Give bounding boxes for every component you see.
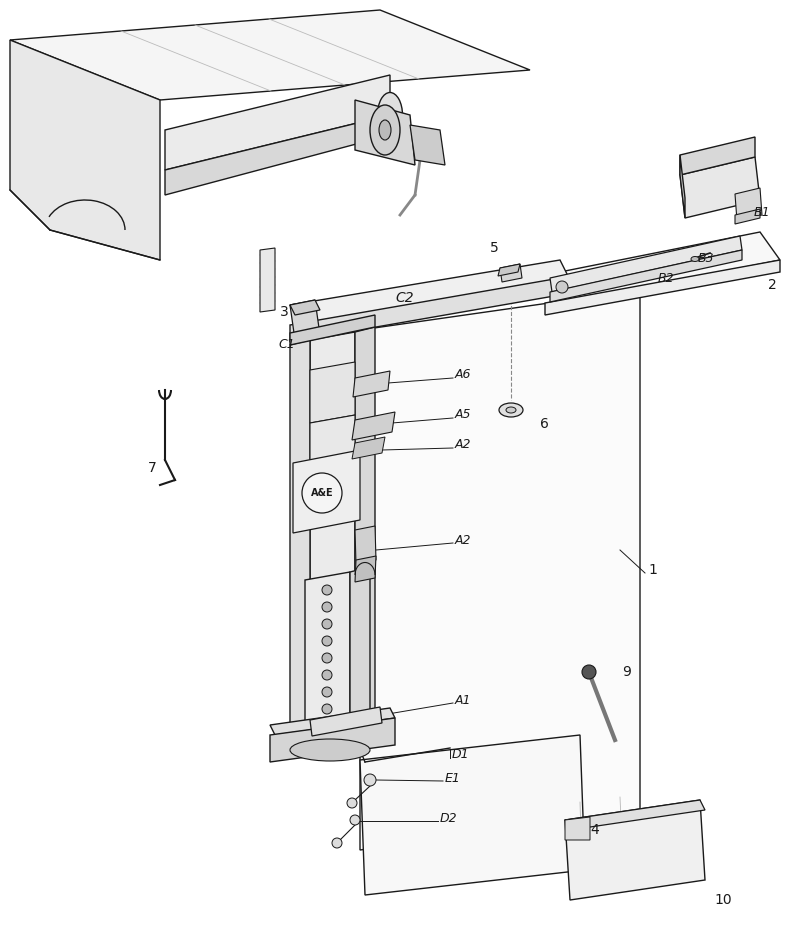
Polygon shape [352, 412, 395, 440]
Circle shape [582, 665, 596, 679]
Ellipse shape [370, 105, 400, 155]
Polygon shape [680, 137, 755, 175]
Polygon shape [290, 300, 320, 315]
Polygon shape [310, 362, 355, 423]
Polygon shape [498, 264, 520, 276]
Polygon shape [735, 188, 762, 221]
Circle shape [322, 653, 332, 663]
Text: B3: B3 [698, 251, 714, 264]
Circle shape [322, 585, 332, 595]
Circle shape [322, 687, 332, 697]
Text: 3: 3 [280, 305, 289, 319]
Ellipse shape [378, 93, 402, 138]
Polygon shape [290, 278, 560, 342]
Text: B2: B2 [658, 272, 674, 284]
Polygon shape [310, 415, 355, 463]
Text: D1: D1 [452, 749, 470, 762]
Text: C1: C1 [278, 338, 294, 350]
Text: 9: 9 [622, 665, 631, 679]
Polygon shape [270, 708, 395, 735]
Text: 7: 7 [148, 461, 157, 475]
Ellipse shape [499, 403, 523, 417]
Polygon shape [290, 340, 310, 743]
Polygon shape [360, 735, 585, 895]
Circle shape [347, 798, 357, 808]
Circle shape [332, 838, 342, 848]
Polygon shape [545, 260, 780, 315]
Text: E1: E1 [445, 771, 461, 784]
Text: A&E: A&E [310, 488, 334, 498]
Polygon shape [165, 75, 390, 170]
Polygon shape [360, 290, 640, 850]
Ellipse shape [379, 120, 391, 140]
Polygon shape [500, 264, 522, 282]
Text: 6: 6 [540, 417, 549, 431]
Polygon shape [735, 209, 760, 224]
Polygon shape [310, 707, 382, 736]
Text: A5: A5 [455, 409, 471, 422]
Circle shape [322, 636, 332, 646]
Polygon shape [680, 157, 760, 218]
Polygon shape [565, 817, 590, 840]
Text: A2: A2 [455, 439, 471, 451]
Text: D2: D2 [440, 812, 458, 824]
Polygon shape [290, 260, 570, 325]
Circle shape [322, 704, 332, 714]
Circle shape [322, 670, 332, 680]
Ellipse shape [506, 407, 516, 413]
Polygon shape [352, 437, 385, 459]
Polygon shape [355, 556, 376, 582]
Text: 5: 5 [490, 241, 498, 255]
Circle shape [322, 602, 332, 612]
Polygon shape [310, 332, 355, 738]
Text: 2: 2 [768, 278, 777, 292]
Ellipse shape [691, 257, 699, 261]
Text: 10: 10 [714, 893, 732, 907]
Polygon shape [550, 250, 742, 302]
Polygon shape [305, 572, 350, 728]
Polygon shape [270, 718, 395, 762]
Polygon shape [565, 800, 705, 830]
Polygon shape [293, 450, 360, 533]
Circle shape [364, 774, 376, 786]
Polygon shape [290, 315, 375, 345]
Text: C2: C2 [395, 291, 414, 305]
Polygon shape [290, 300, 320, 340]
Polygon shape [550, 236, 742, 292]
Polygon shape [355, 327, 375, 728]
Circle shape [556, 281, 568, 293]
Polygon shape [565, 800, 705, 900]
Text: A6: A6 [455, 368, 471, 381]
Polygon shape [10, 40, 160, 260]
Polygon shape [350, 567, 370, 720]
Polygon shape [680, 155, 685, 218]
Text: 1: 1 [648, 563, 657, 577]
Polygon shape [10, 10, 530, 100]
Circle shape [322, 619, 332, 629]
Polygon shape [410, 125, 445, 165]
Ellipse shape [302, 473, 342, 513]
Polygon shape [355, 526, 376, 564]
Text: A1: A1 [455, 694, 471, 706]
Polygon shape [355, 100, 415, 165]
Circle shape [350, 815, 360, 825]
Text: A2: A2 [455, 533, 471, 547]
Polygon shape [545, 232, 780, 303]
Text: 4: 4 [590, 823, 598, 837]
Polygon shape [353, 371, 390, 397]
Text: B1: B1 [754, 207, 770, 220]
Polygon shape [165, 115, 390, 195]
Ellipse shape [290, 739, 370, 761]
Polygon shape [260, 248, 275, 312]
